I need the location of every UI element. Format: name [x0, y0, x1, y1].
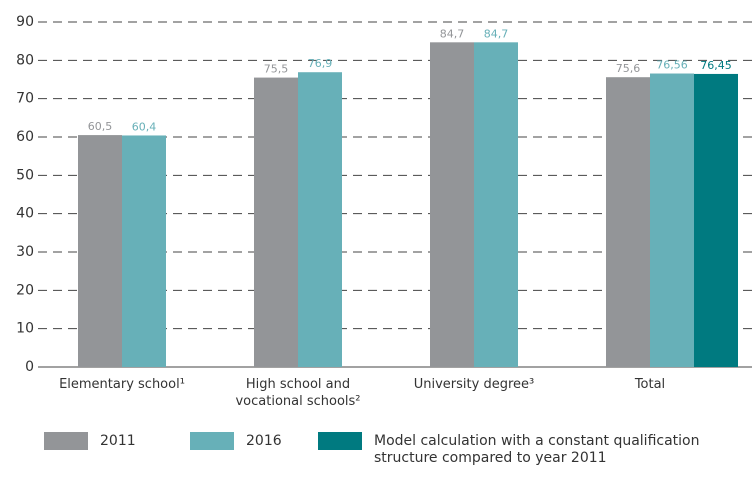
bar — [474, 42, 518, 368]
bar — [298, 72, 342, 367]
bar — [254, 77, 298, 367]
y-tick-label: 60 — [16, 129, 34, 145]
bar — [78, 135, 122, 367]
x-tick-label: Total — [634, 377, 666, 392]
value-label: 76,56 — [656, 59, 688, 72]
y-tick-label: 90 — [16, 14, 34, 30]
x-tick-label: High school and vocational schools² — [235, 377, 361, 409]
bar — [650, 73, 694, 368]
value-label: 75,6 — [616, 62, 641, 75]
bar — [694, 73, 738, 368]
x-tick-label: Elementary school¹ — [59, 377, 185, 392]
y-tick-label: 20 — [16, 282, 34, 298]
value-label: 60,5 — [88, 120, 113, 133]
value-label: 84,7 — [484, 27, 509, 40]
bar — [606, 77, 650, 367]
y-tick-label: 10 — [16, 321, 34, 337]
value-label: 76,45 — [700, 59, 732, 72]
legend-swatch — [318, 432, 362, 450]
value-label: 60,4 — [132, 120, 157, 133]
value-label: 75,5 — [264, 63, 289, 76]
legend-swatch — [44, 432, 88, 450]
y-tick-label: 40 — [16, 206, 34, 222]
value-label: 76,9 — [308, 57, 333, 70]
bar — [122, 135, 166, 367]
legend-label: 2016 — [246, 433, 282, 449]
y-tick-label: 0 — [25, 359, 34, 375]
bar — [430, 42, 474, 368]
x-tick-label: University degree³ — [413, 377, 535, 392]
y-tick-label: 80 — [16, 52, 34, 68]
y-tick-label: 70 — [16, 91, 34, 107]
value-label: 84,7 — [440, 27, 465, 40]
y-tick-label: 50 — [16, 167, 34, 183]
legend-label: Model calculation with a constant qualif… — [374, 433, 700, 466]
legend-label: 2011 — [100, 433, 136, 449]
y-tick-label: 30 — [16, 244, 34, 260]
legend-swatch — [190, 432, 234, 450]
